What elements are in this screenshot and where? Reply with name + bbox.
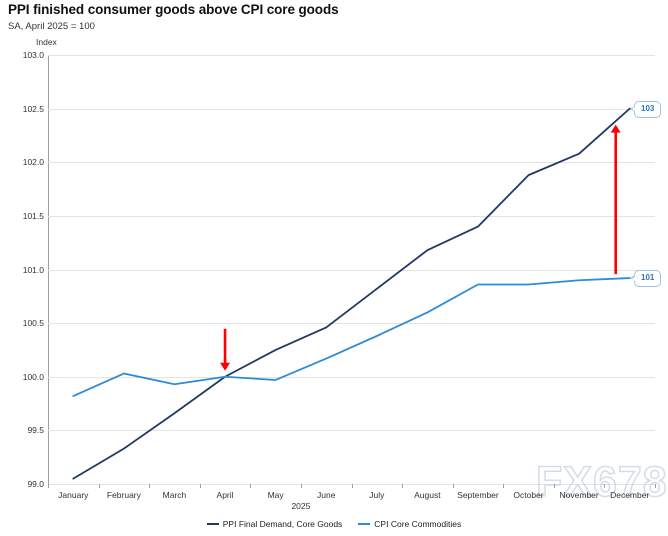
x-axis-tick (351, 484, 353, 488)
y-axis-tick-label: 100.5 (22, 318, 44, 329)
cpi-end-callout: 101 (629, 270, 662, 288)
y-axis-tick-label: 102.0 (22, 157, 44, 168)
y-gridline (48, 108, 655, 110)
y-axis-tick-label: 101.0 (22, 264, 44, 275)
y-axis-tick-label: 101.5 (22, 210, 44, 221)
y-gridline (48, 323, 655, 325)
x-axis-tick (452, 484, 454, 488)
x-axis-tick (250, 484, 252, 488)
gap-arrow-up-icon (610, 124, 621, 275)
x-axis-tick (604, 484, 606, 488)
x-axis-tick (300, 484, 302, 488)
legend-item-cpi-core-commodities[interactable]: CPI Core Commodities (358, 519, 461, 529)
chart-legend: PPI Final Demand, Core Goods CPI Core Co… (0, 519, 668, 529)
y-axis-unit-label: Index (36, 37, 57, 47)
y-axis-tick-label: 103.0 (22, 50, 44, 60)
x-axis-tick (402, 484, 404, 488)
y-axis-tick-label: 102.5 (22, 103, 44, 114)
legend-item-ppi-final-demand-core-goods[interactable]: PPI Final Demand, Core Goods (206, 519, 343, 529)
x-axis-tick-label: September (457, 490, 499, 500)
x-axis-tick-label: October (513, 490, 544, 500)
legend-swatch-ppi (206, 523, 219, 525)
y-axis-tick-label: 99.5 (27, 425, 44, 436)
legend-label-cpi: CPI Core Commodities (374, 519, 462, 529)
x-axis-tick (149, 484, 151, 488)
y-gridline (48, 430, 655, 432)
y-gridline (48, 376, 655, 378)
y-gridline (48, 55, 655, 56)
x-axis-tick-label: January (58, 490, 89, 500)
x-axis-tick-label: November (559, 490, 599, 500)
x-axis-tick-label: June (316, 490, 336, 500)
ppi-end-callout: 103 (629, 100, 662, 118)
x-axis-tick-label: April (216, 490, 234, 500)
series-layer (72, 107, 631, 480)
x-axis-tick (503, 484, 505, 488)
y-gridline (48, 215, 655, 217)
x-axis-tick-label: February (106, 490, 141, 500)
series-line-cpi-core-commodities (72, 277, 631, 397)
x-axis-tick (199, 484, 201, 488)
legend-label-ppi: PPI Final Demand, Core Goods (222, 519, 343, 529)
chart-subtitle: SA, April 2025 = 100 (8, 21, 95, 32)
x-axis-tick (553, 484, 555, 488)
y-axis-tick-label: 99.0 (27, 479, 44, 489)
chart-title: PPI finished consumer goods above CPI co… (8, 2, 339, 17)
y-gridline (48, 269, 655, 271)
x-axis-tick-label: March (162, 490, 187, 500)
series-line-ppi-final-demand-core-goods (72, 107, 631, 480)
y-gridline (48, 162, 655, 164)
legend-swatch-cpi (358, 523, 371, 525)
x-axis-tick-label: July (369, 490, 385, 500)
x-axis-tick (655, 484, 656, 488)
x-axis-tick (48, 484, 49, 488)
x-axis-tick-label: May (267, 490, 284, 500)
x-axis-title: 2025 (291, 501, 311, 511)
crossover-arrow-down-icon (220, 328, 231, 371)
x-axis-tick (98, 484, 100, 488)
y-axis-tick-label: 100.0 (22, 371, 44, 382)
x-axis-tick-label: August (414, 490, 441, 500)
x-axis-tick-label: December (610, 490, 650, 500)
